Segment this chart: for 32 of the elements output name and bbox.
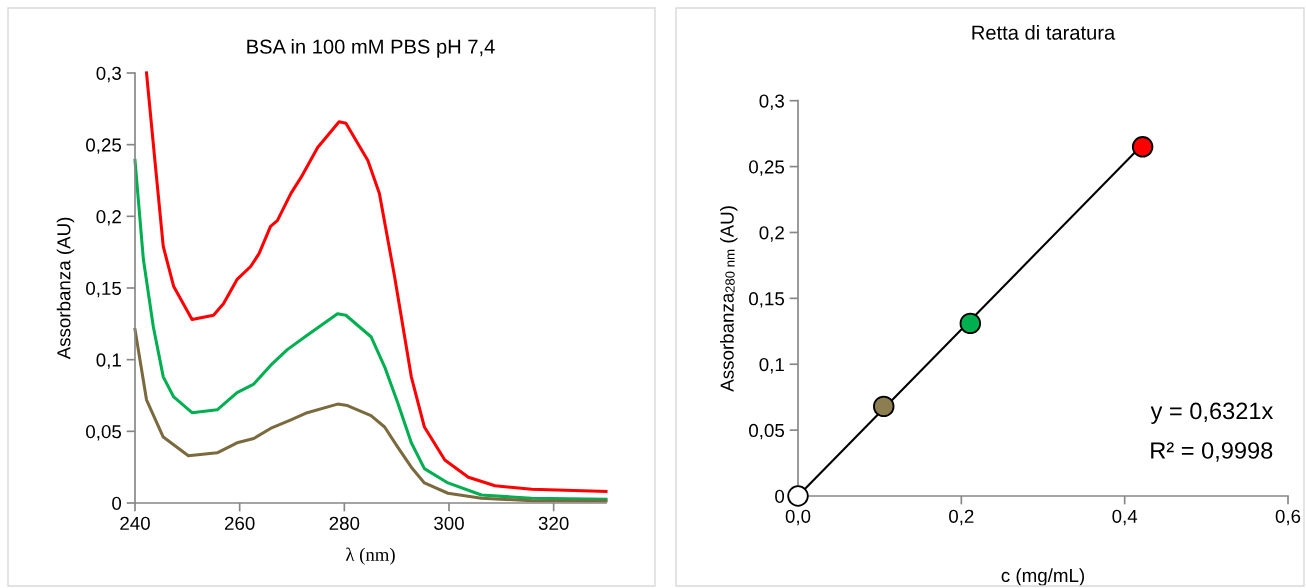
x-tick-label: 260: [224, 516, 255, 530]
y-axis-title: Assorbanza (AU): [56, 217, 75, 360]
x-tick-label: 0,0: [785, 509, 811, 526]
x-tick-label: 0,6: [1275, 509, 1301, 526]
annotation: R² = 0,9998: [1151, 442, 1273, 462]
x-tick-label: 300: [434, 516, 464, 530]
y-tick-label: 0,15: [86, 281, 122, 298]
y-tick-label: 0,15: [749, 292, 785, 308]
y-tick-label: 0: [112, 496, 122, 510]
chart-title: BSA in 100 mM PBS pH 7,4: [247, 38, 495, 58]
x-tick-label: 0,4: [1112, 509, 1138, 526]
line-series: [144, 71, 608, 494]
y-tick-label: 0,25: [86, 138, 122, 154]
y-tick-label: 0,1: [759, 357, 784, 374]
y-tick-label: 0,3: [96, 66, 121, 83]
y-axis-title: Assorbanza280 nm (AU): [720, 206, 738, 392]
y-tick-label: 0,2: [96, 210, 121, 226]
annotation: y = 0,6321x: [1150, 402, 1274, 424]
x-axis-title: λ (nm): [345, 547, 395, 565]
x-axis-title: c (mg/mL): [1001, 568, 1085, 586]
y-tick-label: 0,05: [86, 425, 122, 441]
x-tick-label: 320: [538, 516, 569, 530]
y-tick-label: 0: [775, 489, 785, 503]
y-tick-label: 0,3: [759, 94, 784, 110]
y-tick-label: 0,1: [96, 353, 121, 369]
x-tick-label: 280: [329, 516, 360, 530]
y-tick-label: 0,2: [759, 226, 784, 242]
x-tick-label: 240: [120, 516, 150, 530]
y-tick-label: 0,05: [749, 423, 785, 440]
y-tick-label: 0,25: [749, 160, 785, 176]
chart-title: Retta di taratura: [972, 24, 1116, 40]
x-tick-label: 0,2: [949, 509, 974, 526]
